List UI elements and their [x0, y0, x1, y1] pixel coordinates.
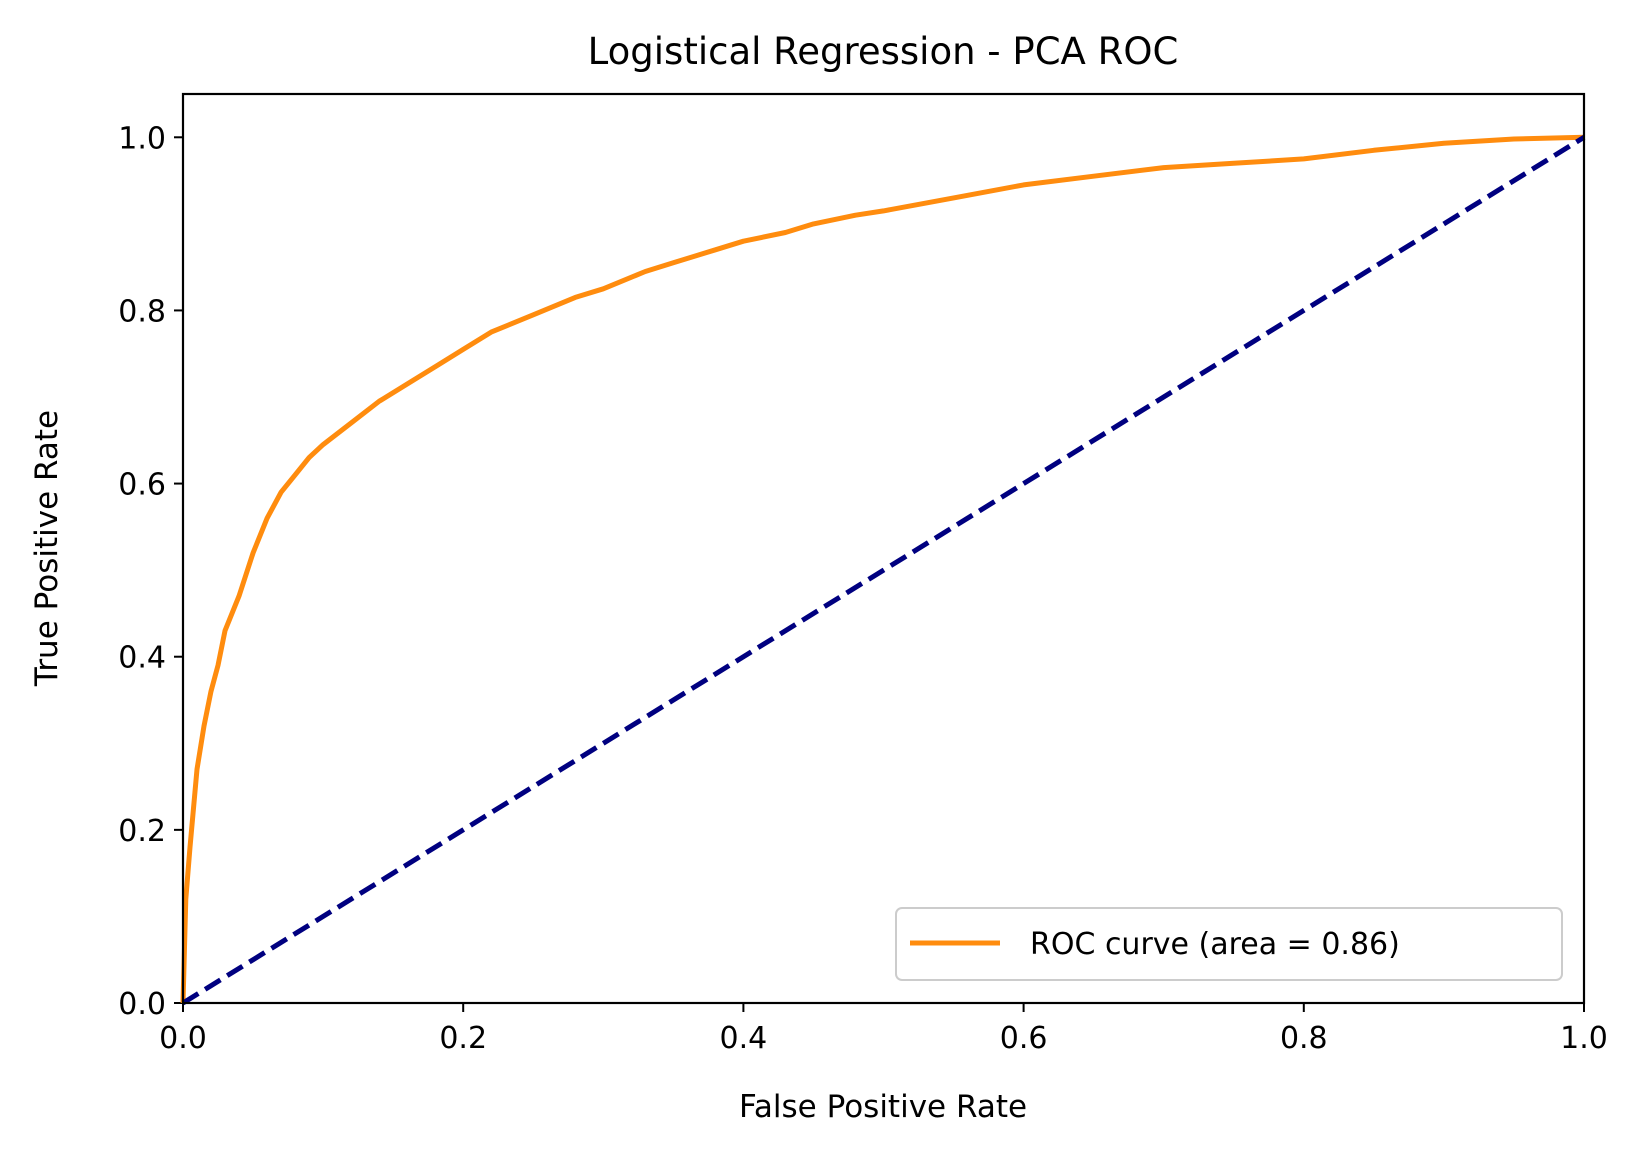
y-axis-ticks: 0.0 0.2 0.4 0.6 0.8 1.0: [118, 121, 183, 1022]
x-tick-label: 0.4: [720, 1021, 768, 1056]
y-axis-label: True Positive Rate: [29, 410, 65, 687]
y-tick-label: 0.6: [118, 468, 166, 503]
chance-line: [181, 135, 1586, 1006]
x-tick-label: 0.6: [1000, 1021, 1048, 1056]
x-tick-label: 0.2: [439, 1021, 487, 1056]
x-tick-label: 1.0: [1560, 1021, 1608, 1056]
y-tick-label: 0.2: [118, 814, 166, 849]
y-tick-label: 0.8: [118, 294, 166, 329]
plot-frame: [181, 92, 1586, 1005]
y-tick-label: 0.4: [118, 641, 166, 676]
legend-box: [895, 907, 1563, 981]
x-tick-label: 0.0: [159, 1021, 207, 1056]
y-tick-label: 0.0: [118, 987, 166, 1022]
x-axis-label: False Positive Rate: [739, 1089, 1027, 1125]
legend: ROC curve (area = 0.86): [895, 907, 1563, 981]
x-tick-label: 0.8: [1280, 1021, 1328, 1056]
legend-label-roc: ROC curve (area = 0.86): [1030, 927, 1400, 962]
x-axis-ticks: 0.0 0.2 0.4 0.6 0.8 1.0: [159, 1003, 1608, 1056]
y-tick-label: 1.0: [118, 121, 166, 156]
series-layer: [180, 134, 1586, 1006]
roc-curve-line: [180, 134, 1585, 1004]
chart-title: Logistical Regression - PCA ROC: [588, 30, 1179, 73]
